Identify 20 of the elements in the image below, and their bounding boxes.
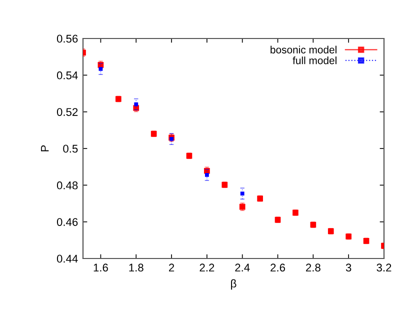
y-tick-label: 0.56 [56,34,78,43]
y-tick-label: 0.5 [63,144,78,153]
x-tick-label: 1.8 [129,264,144,272]
y-tick-label: 0.44 [56,254,78,263]
x-tick-label: 2.2 [200,264,214,272]
x-tick-label: 2.6 [270,264,285,272]
y-tick-label: 0.48 [56,181,78,190]
y-tick-label: 0.54 [56,71,78,80]
x-tick-label: 2.4 [235,264,250,272]
y-tick-label: 0.52 [56,108,78,116]
y-tick-label: 0.46 [56,218,78,226]
x-axis-title: β [231,279,236,290]
legend-label: full model [292,56,336,64]
x-tick-label: 2 [169,264,174,272]
legend-label: bosonic model [270,46,336,54]
x-tick-label: 3.2 [376,264,392,272]
x-tick-label: 3 [346,264,352,272]
x-tick-label: 2.8 [306,264,320,272]
x-tick-label: 1.6 [94,264,108,272]
y-axis-title: P [41,145,49,152]
